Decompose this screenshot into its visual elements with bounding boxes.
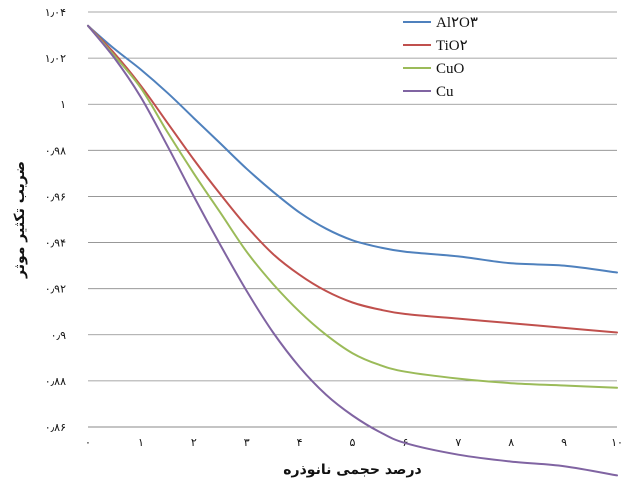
series-line <box>87 24 618 334</box>
y-tick-label: ۱٫۰۲ <box>45 52 66 65</box>
y-tick-label: ۰٫۸۶ <box>45 421 66 434</box>
grid-lines <box>88 11 617 428</box>
x-tick-label: ۹ <box>561 436 567 449</box>
x-tick-label: ۱۰ <box>611 436 623 449</box>
y-tick-label: ۰٫۹ <box>51 329 66 342</box>
x-tick-label: ۰ <box>85 436 91 449</box>
legend-label: TiO۲ <box>436 38 468 54</box>
legend-label: Cu <box>436 84 454 100</box>
y-axis-title: ضریب تکثیر موثر <box>12 161 28 279</box>
x-axis-title: درصد حجمی نانوذره <box>283 462 421 478</box>
x-axis-ticks: ۰ ۱ ۲ ۳ ۴ ۵ ۶ ۷ ۸ ۹ ۱۰ <box>85 436 623 449</box>
y-tick-label: ۱٫۰۴ <box>45 6 66 19</box>
x-tick-label: ۱ <box>138 436 144 449</box>
series-lines <box>87 24 618 477</box>
y-tick-label: ۰٫۹۸ <box>45 144 66 157</box>
x-tick-label: ۲ <box>191 436 197 449</box>
x-tick-label: ۷ <box>455 436 461 449</box>
y-axis-ticks: ۰٫۸۶ ۰٫۸۸ ۰٫۹ ۰٫۹۲ ۰٫۹۴ ۰٫۹۶ ۰٫۹۸ ۱ ۱٫۰۲ ۱٫۰۴ <box>45 6 66 434</box>
y-tick-label: ۰٫۸۸ <box>45 375 66 388</box>
series-line <box>87 24 618 389</box>
series-line <box>87 24 618 274</box>
legend-label: Al۲O۳ <box>436 15 478 31</box>
x-tick-label: ۵ <box>350 436 356 449</box>
y-tick-label: ۰٫۹۴ <box>45 237 66 250</box>
x-tick-label: ۴ <box>297 436 303 449</box>
y-tick-label: ۱ <box>60 98 66 111</box>
legend: Al۲O۳ TiO۲ CuO Cu <box>403 15 478 100</box>
y-tick-label: ۰٫۹۶ <box>45 190 66 203</box>
x-tick-label: ۸ <box>508 436 514 449</box>
series-line <box>87 24 618 477</box>
x-tick-label: ۳ <box>244 436 250 449</box>
y-tick-label: ۰٫۹۲ <box>45 283 66 296</box>
legend-label: CuO <box>436 61 465 77</box>
